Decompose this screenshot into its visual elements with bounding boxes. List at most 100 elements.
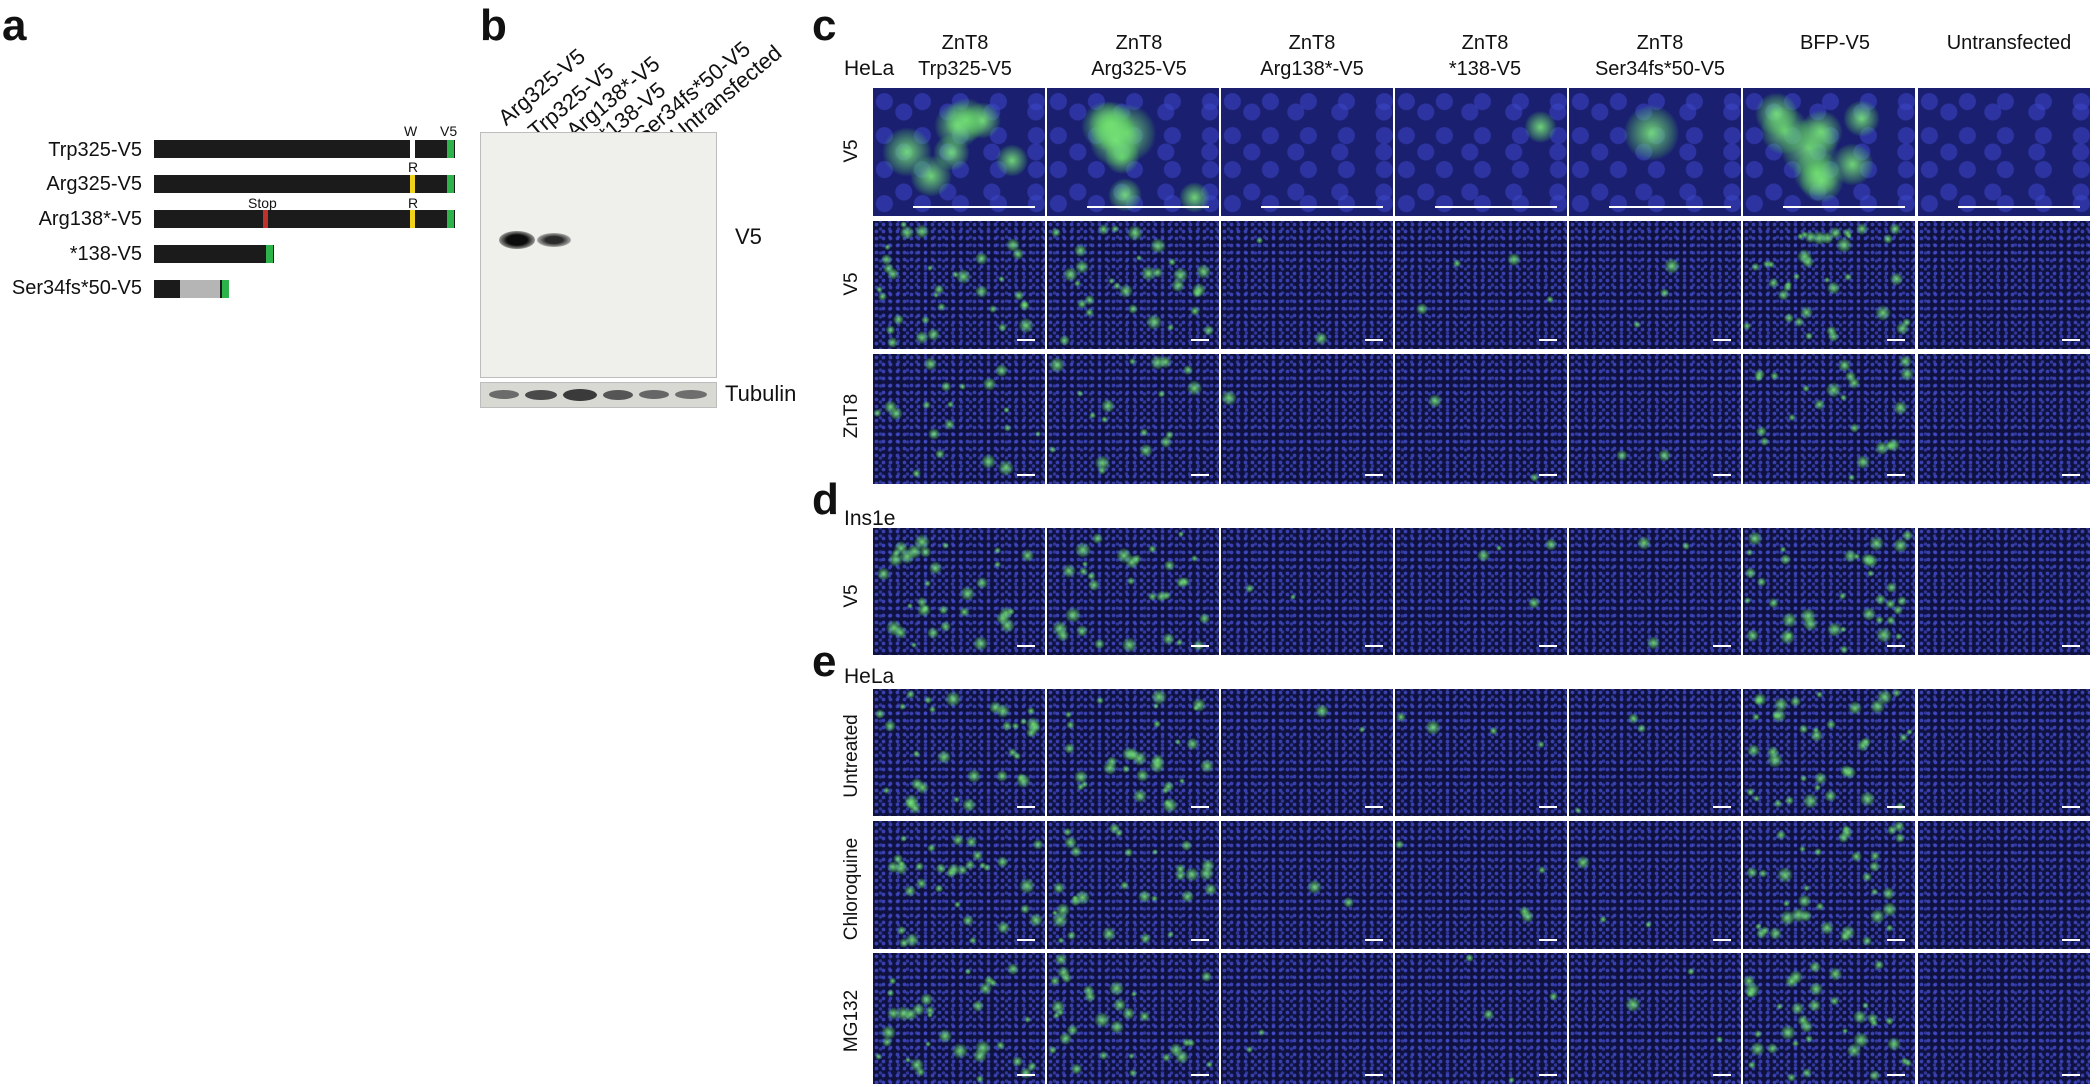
fluorescent-cell xyxy=(1246,1046,1254,1054)
fluorescent-cell xyxy=(1062,564,1076,578)
fluorescent-cell xyxy=(1781,612,1798,628)
fluorescent-cell xyxy=(1049,975,1061,987)
fluorescent-cell xyxy=(912,750,921,758)
fluorescent-cell xyxy=(1094,638,1105,650)
fluorescent-cell xyxy=(1848,474,1856,482)
micrograph xyxy=(1221,689,1393,816)
micrograph xyxy=(1743,821,1915,949)
fluorescent-cell xyxy=(899,835,908,843)
fluorescent-cell xyxy=(1843,272,1853,282)
scale-bar xyxy=(1365,806,1383,808)
fluorescent-cell xyxy=(1018,300,1030,312)
fluorescent-cell xyxy=(1139,428,1148,437)
fluorescent-cell xyxy=(1184,867,1200,883)
fluorescent-cell xyxy=(887,337,898,348)
fluorescent-cell xyxy=(1150,753,1165,768)
scale-bar xyxy=(1365,939,1383,941)
scale-bar xyxy=(1365,339,1383,341)
fluorescent-cell xyxy=(1869,908,1886,924)
fluorescent-cell xyxy=(1870,888,1878,896)
fluorescent-cell xyxy=(1851,851,1863,863)
fluorescent-cell xyxy=(1132,750,1148,767)
fluorescent-cell xyxy=(1051,228,1061,238)
fluorescent-cell xyxy=(1087,572,1096,581)
fluorescent-cell xyxy=(1307,879,1322,895)
fluorescent-cell xyxy=(876,567,891,581)
fluorescent-cell xyxy=(1529,472,1540,483)
fluorescent-cell xyxy=(1314,331,1328,345)
scale-bar xyxy=(1887,474,1905,476)
fluorescent-cell xyxy=(1839,626,1846,633)
fluorescent-cell xyxy=(910,777,924,790)
fluorescent-cell xyxy=(927,843,936,853)
fluorescent-cell xyxy=(1862,936,1872,946)
fluorescent-cell xyxy=(1797,233,1805,241)
fluorescent-cell xyxy=(1183,365,1194,376)
fluorescent-cell xyxy=(1745,548,1753,556)
fluorescent-cell xyxy=(1896,321,1909,335)
fluorescent-cell xyxy=(1135,254,1143,262)
tubulin-band xyxy=(603,390,633,400)
fluorescent-cell xyxy=(1011,1055,1023,1067)
fluorescent-cell xyxy=(1896,595,1908,607)
fluorescent-cell xyxy=(1599,915,1607,924)
fluorescent-cell xyxy=(1032,839,1044,850)
fluorescent-cell xyxy=(1777,866,1794,883)
fluorescent-cell xyxy=(1084,294,1095,306)
fluorescent-cell xyxy=(1109,823,1120,834)
fluorescent-cell xyxy=(1131,554,1142,564)
fluorescent-cell xyxy=(1136,768,1150,782)
micrograph xyxy=(1743,953,1915,1084)
fluorescent-cell xyxy=(1084,307,1095,318)
fluorescent-cell xyxy=(1007,747,1018,758)
column-header: ZnT8 *138-V5 xyxy=(1400,30,1570,82)
scale-bar xyxy=(1017,474,1035,476)
fluorescent-cell xyxy=(1112,998,1126,1012)
fluorescent-cell xyxy=(983,975,994,986)
column-header-line2: BFP-V5 xyxy=(1799,32,1871,54)
scale-bar xyxy=(1958,206,2080,208)
fluorescent-cell xyxy=(921,604,930,613)
fluorescent-cell xyxy=(1892,689,1901,698)
micrograph xyxy=(1743,221,1915,349)
fluorescent-cell xyxy=(904,1007,918,1021)
fluorescent-cell xyxy=(1006,962,1020,975)
fluorescent-cell xyxy=(1815,901,1825,911)
fluorescent-cell xyxy=(1875,594,1886,606)
fluorescent-cell xyxy=(1049,445,1057,453)
fluorescent-cell xyxy=(1537,740,1545,749)
scale-bar xyxy=(1539,339,1557,341)
fluorescent-cell xyxy=(1011,722,1020,731)
fluorescent-cell xyxy=(933,284,945,295)
scale-bar xyxy=(1539,939,1557,941)
row-label: Untreated xyxy=(841,714,862,798)
fluorescent-cell xyxy=(1755,425,1767,437)
scale-bar xyxy=(1887,339,1905,341)
fluorescent-cell xyxy=(903,884,916,897)
fluorescent-cell xyxy=(1080,781,1088,789)
fluorescent-cell xyxy=(1743,322,1752,330)
fluorescent-cell xyxy=(1121,636,1138,653)
fluorescent-cell xyxy=(1088,114,1142,168)
fluorescent-cell xyxy=(1161,1053,1172,1063)
fluorescent-cell xyxy=(1070,895,1082,907)
column-header: ZnT8 Arg138*-V5 xyxy=(1227,30,1397,82)
fluorescent-cell xyxy=(1800,608,1817,624)
fluorescent-cell xyxy=(905,932,920,947)
western-blot-v5 xyxy=(480,132,717,378)
fluorescent-cell xyxy=(1049,356,1066,373)
fluorescent-cell xyxy=(1186,380,1203,396)
fluorescent-cell xyxy=(978,982,992,996)
scale-bar xyxy=(2062,645,2080,647)
fluorescent-cell xyxy=(983,863,991,872)
fluorescent-cell xyxy=(1755,922,1763,930)
fluorescent-cell xyxy=(1114,829,1123,838)
fluorescent-cell xyxy=(1521,910,1534,924)
fluorescent-cell xyxy=(1886,924,1894,932)
fluorescent-cell xyxy=(1110,224,1120,234)
scale-bar xyxy=(2062,474,2080,476)
micrograph xyxy=(873,821,1045,949)
fluorescent-cell xyxy=(914,223,930,239)
fluorescent-cell xyxy=(1063,827,1072,837)
fluorescent-cell xyxy=(906,603,913,610)
